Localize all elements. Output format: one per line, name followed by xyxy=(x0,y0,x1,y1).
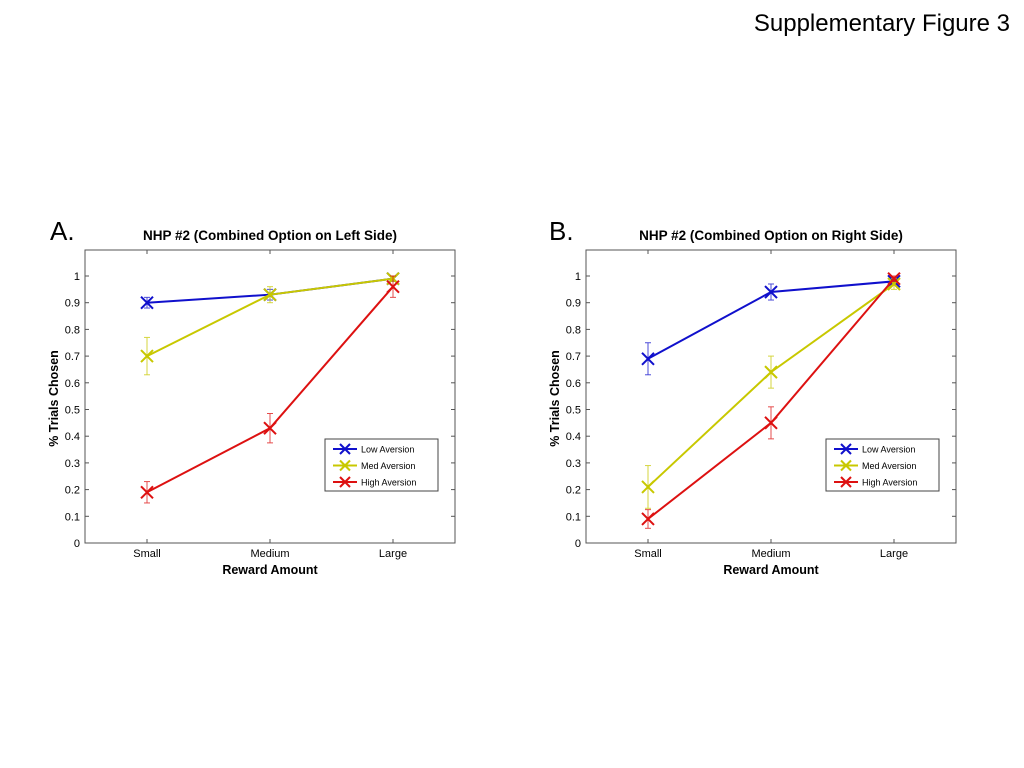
data-point-stroke xyxy=(263,421,277,435)
legend-marker-stroke xyxy=(339,476,351,488)
y-tick-label-a: 0.5 xyxy=(65,405,80,417)
legend-label: Low Aversion xyxy=(361,445,414,455)
chart-panel-a: NHP #2 (Combined Option on Left Side) 0 0.… xyxy=(47,228,456,577)
legend-marker xyxy=(339,476,351,488)
x-tick-label-a: Small xyxy=(133,548,161,560)
data-point xyxy=(764,365,778,379)
data-point xyxy=(263,287,277,302)
legend-label: Med Aversion xyxy=(862,461,916,471)
panel-label-a: A. xyxy=(50,216,75,246)
y-tick-label-a: 0.7 xyxy=(65,351,80,363)
chart-panel-b: NHP #2 (Combined Option on Right Side) 0 0… xyxy=(548,228,957,577)
data-point xyxy=(887,271,901,286)
data-point xyxy=(263,421,277,435)
chart-title-a: NHP #2 (Combined Option on Left Side) xyxy=(143,228,397,243)
y-tick-label-a: 0.8 xyxy=(65,324,80,336)
legend-item: Low Aversion xyxy=(834,443,915,455)
data-point-stroke xyxy=(140,485,154,499)
legend-marker-stroke xyxy=(840,459,852,472)
y-tick-label-b: 0.9 xyxy=(566,298,581,310)
y-tick-label-b: 0.5 xyxy=(566,405,581,417)
data-point xyxy=(764,285,778,299)
data-point-stroke xyxy=(764,285,778,299)
data-point-stroke xyxy=(641,352,655,366)
page-title: Supplementary Figure 3 xyxy=(753,10,1010,37)
series-b-1 xyxy=(641,277,901,509)
legend-marker xyxy=(339,443,351,455)
legend-label: High Aversion xyxy=(862,478,917,488)
data-point-stroke xyxy=(140,349,154,363)
y-tick-label-b: 0.4 xyxy=(566,431,581,443)
y-tick-label-a: 0.9 xyxy=(65,298,80,310)
y-tick-label-a: 0.2 xyxy=(65,485,80,497)
y-axis-label-a: % Trials Chosen xyxy=(47,350,61,447)
y-tick-label-a: 1 xyxy=(74,271,80,283)
legend-marker-stroke xyxy=(840,476,852,488)
data-point xyxy=(641,352,655,366)
y-tick-label-a: 0.3 xyxy=(65,458,80,470)
legend-b: Low Aversion Med Aversion High Aversion xyxy=(825,438,940,492)
y-axis-label-b: % Trials Chosen xyxy=(548,350,562,447)
data-point-stroke xyxy=(887,277,901,291)
data-point xyxy=(140,485,154,499)
y-tick-label-b: 0.2 xyxy=(566,485,581,497)
x-tick-label-b: Medium xyxy=(751,548,790,560)
y-tick-label-b: 0 xyxy=(575,538,581,550)
data-point-stroke xyxy=(764,416,778,430)
data-point-stroke xyxy=(263,287,277,302)
legend-item: High Aversion xyxy=(333,476,416,488)
legend-marker xyxy=(840,443,852,455)
legend-label: Med Aversion xyxy=(361,461,415,471)
x-tick-label-a: Large xyxy=(379,548,407,560)
y-tick-label-b: 0.3 xyxy=(566,458,581,470)
legend-marker-stroke xyxy=(339,459,351,472)
y-tick-label-a: 0.1 xyxy=(65,511,80,523)
chart-title-b: NHP #2 (Combined Option on Right Side) xyxy=(639,228,903,243)
x-tick-label-b: Small xyxy=(634,548,662,560)
data-point xyxy=(140,349,154,363)
panel-label-b: B. xyxy=(549,216,574,246)
x-tick-label-a: Medium xyxy=(250,548,289,560)
data-point xyxy=(641,512,655,526)
data-point xyxy=(887,277,901,291)
legend-item: Med Aversion xyxy=(834,459,916,472)
data-point-stroke xyxy=(140,295,154,310)
legend-a: Low Aversion Med Aversion High Aversion xyxy=(324,438,439,492)
y-tick-label-a: 0.6 xyxy=(65,378,80,390)
data-point-stroke xyxy=(887,271,901,286)
data-point-stroke xyxy=(764,365,778,379)
y-tick-label-b: 0.6 xyxy=(566,378,581,390)
y-tick-label-b: 1 xyxy=(575,271,581,283)
x-tick-label-b: Large xyxy=(880,548,908,560)
legend-item: High Aversion xyxy=(834,476,917,488)
legend-marker-stroke xyxy=(840,443,852,455)
data-point-stroke xyxy=(641,480,655,494)
legend-label: Low Aversion xyxy=(862,445,915,455)
legend-label: High Aversion xyxy=(361,478,416,488)
data-point-stroke xyxy=(641,512,655,526)
legend-item: Low Aversion xyxy=(333,443,414,455)
series-b-2 xyxy=(641,271,901,529)
legend-marker-stroke xyxy=(339,443,351,455)
data-point xyxy=(140,295,154,310)
data-point xyxy=(764,416,778,430)
data-point-stroke xyxy=(386,279,400,294)
legend-marker xyxy=(339,459,351,472)
x-axis-label-b: Reward Amount xyxy=(723,563,819,577)
y-tick-label-b: 0.8 xyxy=(566,324,581,336)
y-tick-label-a: 0.4 xyxy=(65,431,80,443)
x-axis-label-a: Reward Amount xyxy=(222,563,318,577)
y-tick-label-b: 0.7 xyxy=(566,351,581,363)
legend-item: Med Aversion xyxy=(333,459,415,472)
data-point xyxy=(386,279,400,294)
y-tick-label-b: 0.1 xyxy=(566,511,581,523)
y-tick-label-a: 0 xyxy=(74,538,80,550)
data-point xyxy=(641,480,655,494)
legend-marker xyxy=(840,459,852,472)
series-a-2 xyxy=(140,275,400,504)
legend-marker xyxy=(840,476,852,488)
